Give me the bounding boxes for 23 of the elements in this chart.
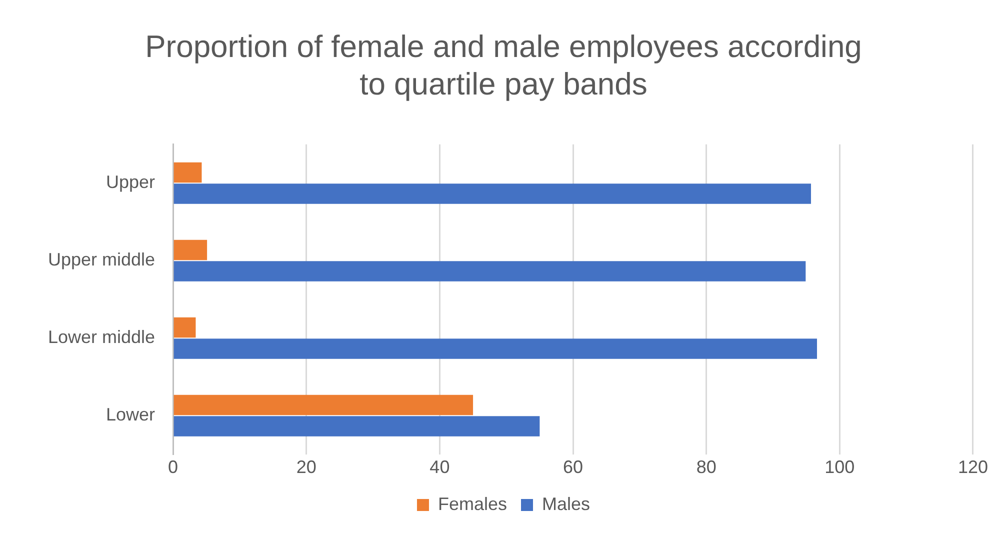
y-tick-label: Upper middle: [48, 250, 156, 270]
bar: [174, 394, 474, 416]
y-tick-label: Lower: [106, 404, 156, 425]
x-tick-label: 20: [296, 457, 316, 478]
legend-label: Males: [542, 494, 590, 514]
y-tick-label: Upper: [106, 172, 156, 192]
x-tick-label: 120: [958, 457, 988, 478]
x-tick-label: 60: [563, 457, 584, 478]
x-tick-label: 100: [824, 457, 855, 478]
bar: [174, 338, 817, 359]
bar: [174, 317, 196, 338]
x-tick-label: 0: [168, 457, 178, 478]
x-tick-label: 80: [696, 457, 716, 478]
text: Proportion of female and male employees according: [145, 29, 862, 64]
y-tick-label: Lower middle: [48, 327, 156, 348]
x-tick-label: 40: [430, 457, 450, 478]
legend-label: Females: [438, 494, 508, 514]
bar: [174, 240, 208, 260]
bar: [174, 184, 811, 204]
bar: [174, 162, 202, 183]
bar: [174, 261, 806, 282]
text: to quartile pay bands: [360, 66, 648, 102]
bar: [174, 416, 540, 436]
